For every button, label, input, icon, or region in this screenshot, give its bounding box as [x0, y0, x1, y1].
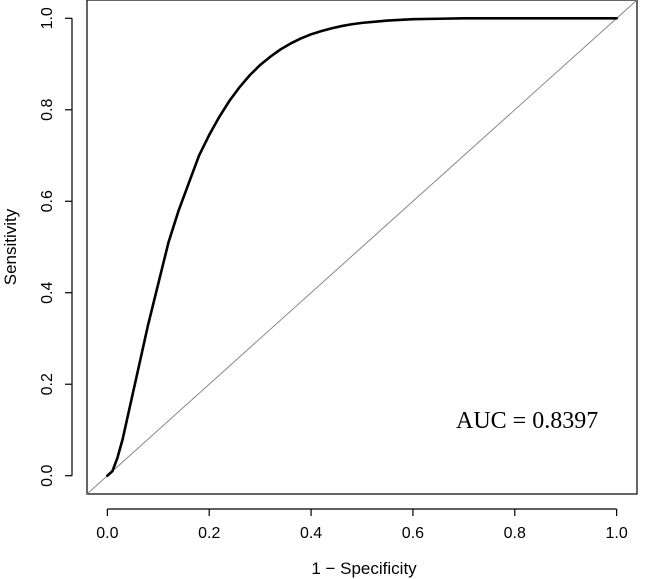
- y-tick-label: 0.6: [39, 190, 56, 212]
- reference-diagonal-line: [87, 0, 637, 494]
- y-axis: 0.0 0.2 0.4 0.6 0.8 1.0: [39, 7, 73, 487]
- y-tick-label: 0.8: [39, 99, 56, 121]
- roc-curve-line: [106, 16, 618, 478]
- y-tick-label: 1.0: [39, 7, 56, 29]
- x-tick-label: 1.0: [606, 525, 628, 542]
- x-axis-title: 1 − Specificity: [311, 559, 417, 578]
- y-tick-label: 0.0: [39, 464, 56, 486]
- x-tick-label: 0.2: [198, 525, 220, 542]
- plot-frame: [86, 0, 638, 495]
- y-tick-label: 0.4: [39, 282, 56, 304]
- x-axis: 0.0 0.2 0.4 0.6 0.8 1.0: [96, 508, 628, 542]
- x-tick-label: 0.6: [402, 525, 424, 542]
- series-layer: [87, 0, 637, 494]
- y-tick-label: 0.2: [39, 373, 56, 395]
- x-tick-label: 0.4: [300, 525, 322, 542]
- y-axis-title: Sensitivity: [1, 208, 20, 285]
- x-tick-label: 0.8: [504, 525, 526, 542]
- auc-annotation: AUC = 0.8397: [456, 408, 598, 434]
- x-tick-label: 0.0: [96, 525, 118, 542]
